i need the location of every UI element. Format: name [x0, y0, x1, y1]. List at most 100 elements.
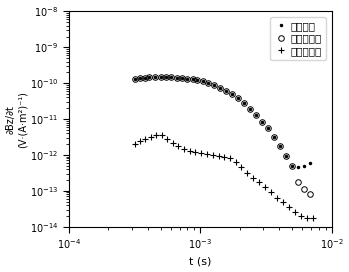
互感电动势 [212, 84, 216, 87]
大地二次场 [138, 139, 142, 142]
大地二次场 [251, 176, 255, 180]
互感电动势 [230, 92, 234, 96]
互感电动势 [236, 97, 240, 100]
原始信号 [224, 89, 228, 92]
互感电动势 [272, 135, 276, 138]
原始信号 [236, 97, 240, 100]
互感电动势 [174, 76, 179, 79]
互感电动势 [180, 76, 184, 80]
大地二次场 [299, 214, 303, 218]
原始信号 [147, 76, 151, 79]
原始信号 [260, 120, 264, 123]
大地二次场 [311, 216, 315, 219]
原始信号 [242, 101, 246, 105]
大地二次场 [245, 171, 249, 174]
原始信号 [153, 76, 157, 79]
原始信号 [169, 76, 173, 79]
互感电动势 [191, 78, 195, 81]
大地二次场 [165, 137, 169, 141]
大地二次场 [193, 150, 198, 154]
互感电动势 [224, 89, 228, 92]
原始信号 [195, 78, 199, 82]
大地二次场 [233, 160, 238, 163]
互感电动势 [153, 76, 157, 79]
大地二次场 [149, 135, 153, 138]
大地二次场 [281, 200, 285, 203]
大地二次场 [171, 141, 175, 144]
大地二次场 [205, 153, 209, 156]
互感电动势 [169, 76, 173, 79]
原始信号 [284, 154, 288, 157]
原始信号 [174, 76, 179, 79]
互感电动势 [138, 76, 142, 80]
原始信号 [206, 82, 210, 85]
Line: 互感电动势: 互感电动势 [133, 75, 313, 197]
大地二次场 [216, 154, 221, 157]
互感电动势 [278, 144, 282, 147]
大地二次场 [305, 216, 309, 219]
互感电动势 [133, 78, 137, 81]
原始信号 [248, 107, 252, 111]
大地二次场 [199, 152, 203, 155]
原始信号 [158, 76, 163, 79]
原始信号 [133, 78, 137, 81]
大地二次场 [228, 157, 232, 160]
互感电动势 [195, 78, 199, 82]
大地二次场 [269, 191, 273, 194]
大地二次场 [176, 144, 180, 147]
原始信号 [266, 127, 270, 130]
Y-axis label: ∂Bz/∂t
(V·(A·m²)⁻¹): ∂Bz/∂t (V·(A·m²)⁻¹) [6, 91, 27, 147]
大地二次场 [143, 137, 147, 141]
互感电动势 [206, 82, 210, 85]
原始信号 [254, 113, 258, 117]
大地二次场 [154, 134, 158, 137]
大地二次场 [287, 206, 291, 209]
大地二次场 [263, 185, 267, 188]
原始信号 [302, 164, 306, 167]
互感电动势 [266, 127, 270, 130]
Legend: 原始信号, 互感电动势, 大地二次场: 原始信号, 互感电动势, 大地二次场 [270, 17, 326, 60]
互感电动势 [254, 113, 258, 117]
互感电动势 [147, 76, 151, 79]
原始信号 [296, 166, 300, 169]
互感电动势 [158, 76, 163, 79]
X-axis label: t (s): t (s) [189, 256, 211, 267]
互感电动势 [242, 101, 246, 105]
互感电动势 [218, 86, 222, 89]
大地二次场 [211, 153, 215, 157]
原始信号 [143, 76, 147, 80]
互感电动势 [260, 120, 264, 123]
原始信号 [191, 78, 195, 81]
原始信号 [290, 164, 294, 167]
Line: 原始信号: 原始信号 [133, 75, 312, 169]
大地二次场 [275, 196, 279, 199]
大地二次场 [160, 134, 164, 137]
互感电动势 [143, 76, 147, 80]
大地二次场 [222, 156, 226, 159]
互感电动势 [290, 164, 294, 167]
大地二次场 [239, 166, 243, 169]
互感电动势 [164, 76, 168, 79]
互感电动势 [185, 77, 190, 80]
原始信号 [278, 144, 282, 147]
原始信号 [230, 92, 234, 96]
大地二次场 [293, 211, 297, 214]
大地二次场 [257, 180, 261, 183]
互感电动势 [302, 188, 306, 191]
原始信号 [138, 76, 142, 80]
原始信号 [164, 76, 168, 79]
原始信号 [212, 84, 216, 87]
大地二次场 [182, 147, 186, 150]
原始信号 [180, 76, 184, 80]
大地二次场 [133, 143, 137, 146]
原始信号 [218, 86, 222, 89]
大地二次场 [187, 149, 192, 153]
原始信号 [185, 77, 190, 80]
互感电动势 [308, 193, 312, 196]
原始信号 [201, 80, 205, 83]
Line: 大地二次场: 大地二次场 [132, 132, 316, 221]
互感电动势 [284, 154, 288, 157]
互感电动势 [248, 107, 252, 111]
原始信号 [272, 135, 276, 138]
原始信号 [308, 161, 312, 165]
